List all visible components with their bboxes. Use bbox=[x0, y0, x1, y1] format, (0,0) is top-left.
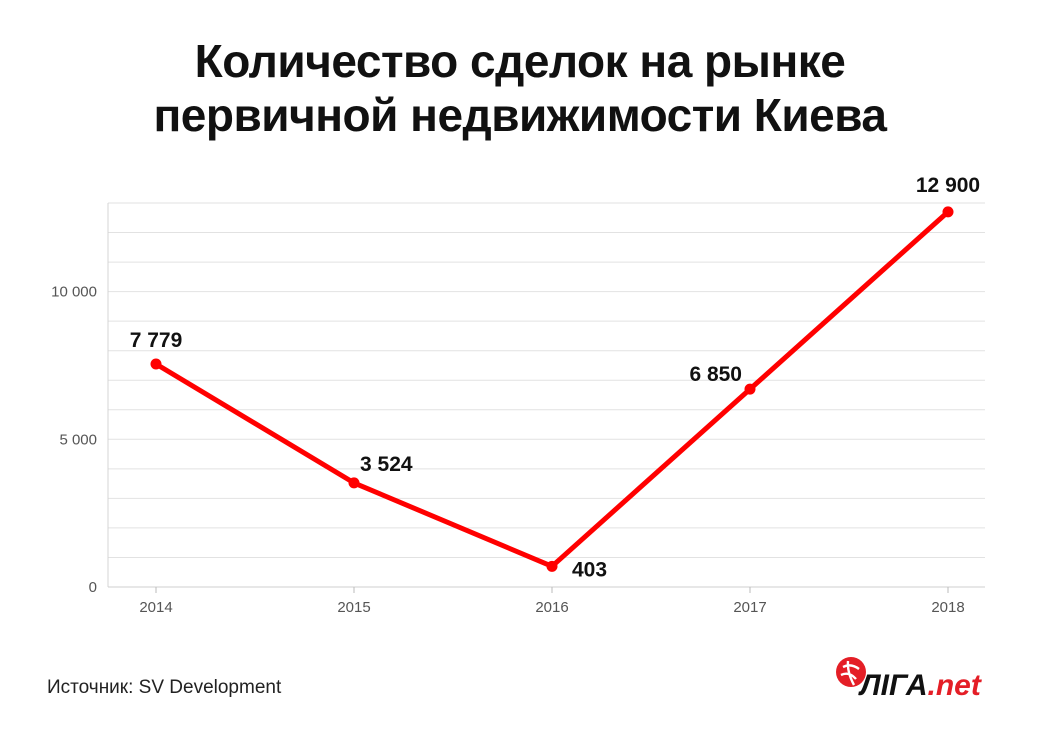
data-point bbox=[348, 477, 360, 489]
logo-main-text: ЛIГА bbox=[860, 669, 928, 702]
data-label: 12 900 bbox=[916, 174, 980, 197]
data-label: 6 850 bbox=[689, 363, 742, 386]
logo-wordmark: ЛIГА.net bbox=[860, 671, 981, 701]
liga-net-logo: ЛIГА.net bbox=[834, 655, 1004, 705]
data-label: 3 524 bbox=[360, 453, 413, 476]
y-tick-label: 0 bbox=[89, 579, 97, 596]
data-point bbox=[150, 358, 162, 370]
data-point bbox=[744, 383, 756, 395]
x-tick-label: 2016 bbox=[535, 599, 568, 616]
x-tick-label: 2017 bbox=[733, 599, 766, 616]
data-label: 403 bbox=[572, 558, 607, 581]
series-line bbox=[153, 209, 951, 569]
x-tick-label: 2015 bbox=[337, 599, 370, 616]
data-point bbox=[942, 206, 954, 218]
data-point bbox=[546, 560, 558, 572]
x-tick-label: 2018 bbox=[931, 599, 964, 616]
title-line-2: первичной недвижимости Киева bbox=[153, 89, 887, 141]
source-note: Источник: SV Development bbox=[47, 677, 282, 698]
title-line-1: Количество сделок на рынке bbox=[194, 35, 846, 87]
ball-icon bbox=[836, 657, 866, 687]
y-tick-label: 5 000 bbox=[59, 431, 97, 448]
logo-suffix-text: .net bbox=[927, 669, 981, 702]
x-tick-label: 2014 bbox=[139, 599, 172, 616]
chart-title: Количество сделок на рынке первичной нед… bbox=[0, 34, 1040, 142]
y-tick-label: 10 000 bbox=[51, 284, 97, 301]
data-label: 7 779 bbox=[130, 329, 183, 352]
